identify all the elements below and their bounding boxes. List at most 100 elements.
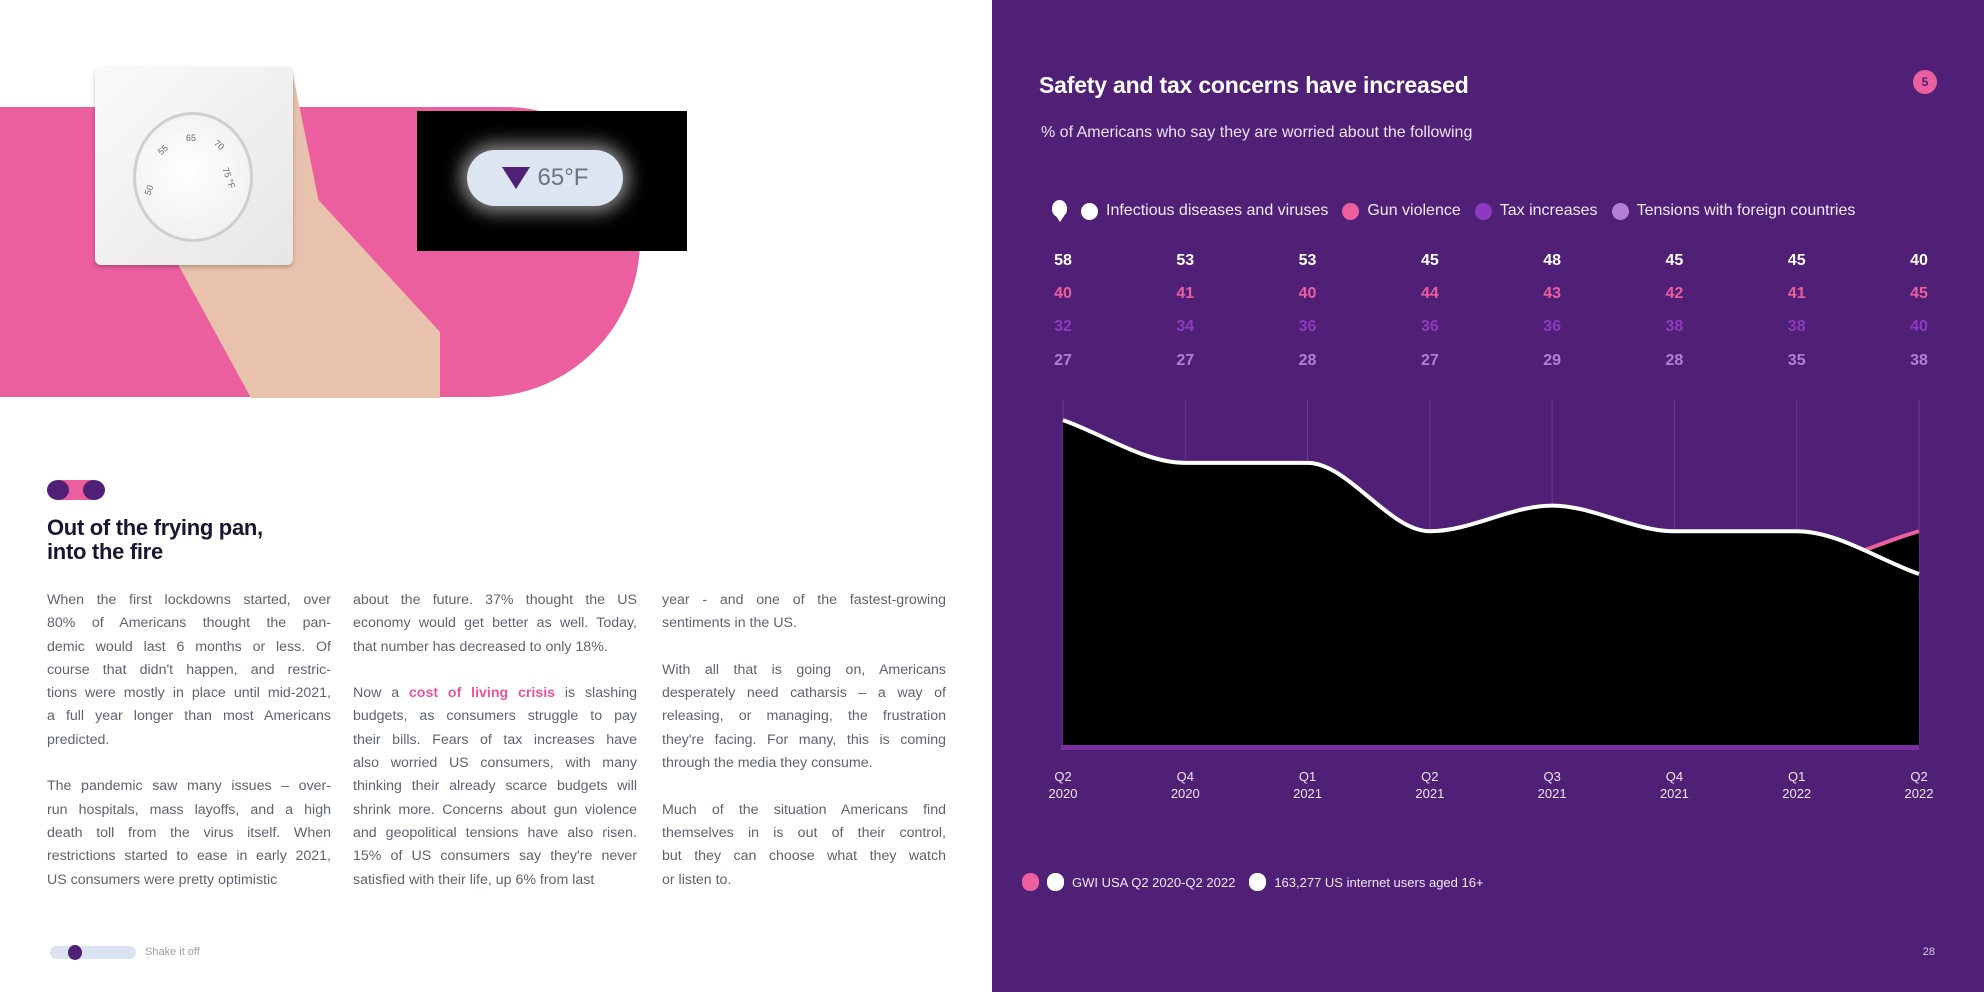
legend-label: Gun violence: [1367, 202, 1461, 219]
text-line: With all that is going on, Americans: [662, 661, 946, 678]
data-label: 27: [1176, 352, 1195, 369]
text-line: year - and one of the fastest-growing: [662, 592, 946, 608]
progress-knob: [68, 945, 82, 960]
data-label: 32: [1054, 318, 1072, 335]
section-icon: [47, 480, 105, 500]
data-label: 36: [1420, 318, 1439, 335]
text-line: economy would get better as well. Today,: [353, 615, 637, 632]
data-label: 58: [1054, 252, 1072, 269]
data-label: 38: [1665, 318, 1684, 335]
data-label: 29: [1543, 352, 1562, 369]
legend-item: Gun violence: [1334, 202, 1461, 220]
legend-label: Infectious diseases and viruses: [1106, 202, 1329, 219]
dial-label: 55: [155, 142, 171, 158]
data-label: 48: [1543, 252, 1562, 269]
text-line: and geopolitical tensions have also rise…: [353, 824, 637, 841]
legend-item: Infectious diseases and viruses: [1073, 202, 1328, 220]
text-line: they're facing. For many, this is coming: [662, 731, 946, 748]
data-label: 38: [1787, 318, 1806, 335]
data-label: 43: [1543, 285, 1562, 302]
data-label: 45: [1665, 252, 1684, 269]
temperature-value: 65°F: [537, 164, 589, 191]
x-tick-label: Q2 2020: [1048, 769, 1078, 801]
x-tick-label: Q4 2021: [1659, 769, 1689, 801]
heading-line: Out of the frying pan,: [47, 515, 263, 540]
thermostat-dial: 50 55 65 70 75 °F: [133, 112, 253, 242]
legend-label: Tax increases: [1499, 202, 1598, 219]
x-axis-baseline: [1061, 745, 1919, 750]
text-line: restrictions started to ease in early 20…: [47, 848, 331, 865]
text-line: thinking their already scarce budgets wi…: [353, 778, 637, 795]
legend-dot: [1342, 202, 1360, 220]
data-label: 45: [1420, 252, 1439, 269]
data-label: 28: [1298, 352, 1317, 369]
text-line: run hospitals, mass layoffs, and a high: [47, 801, 331, 818]
text-line: that number has decreased to only 18%.: [353, 638, 608, 655]
chart-number-badge: 5: [1913, 70, 1937, 94]
text-line: course that didn't happen, and restric-: [47, 661, 331, 678]
legend-dot: [1081, 202, 1098, 220]
legend-dot: [1611, 202, 1629, 220]
chart-title: Safety and tax concerns have increased: [1039, 72, 1469, 98]
text-line: When the first lockdowns started, over: [47, 592, 331, 608]
text-line: Much of the situation Americans find: [662, 801, 946, 818]
text-line: a full year longer than most Americans: [47, 708, 331, 725]
data-label: 53: [1176, 252, 1195, 269]
x-tick-label: Q4 2020: [1170, 769, 1200, 801]
text-column-2: about the future. 37% thought the US econ…: [353, 589, 637, 892]
section-progress-indicator: [50, 945, 136, 960]
data-label: 34: [1176, 318, 1195, 335]
paragraph-gap: [662, 636, 946, 659]
text-line: tions were mostly in place until mid-202…: [47, 685, 331, 702]
text-line: but they can choose what they watch: [662, 848, 946, 865]
text-line: also worried US consumers, with many: [353, 755, 637, 772]
data-label: 40: [1910, 252, 1928, 269]
chart-subtitle: % of Americans who say they are worried …: [1041, 124, 1473, 141]
data-label: 27: [1054, 352, 1072, 369]
right-page: Safety and tax concerns have increased 5…: [992, 0, 1984, 992]
data-label: 40: [1910, 318, 1928, 335]
text-line: 15% of US consumers say they're never: [353, 848, 637, 865]
data-label: 28: [1665, 352, 1684, 369]
legend-item: Tensions with foreign countries: [1604, 202, 1856, 220]
sample-text: 163,277 US internet users aged 16+: [1274, 874, 1484, 890]
source-text: GWI USA Q2 2020-Q2 2022: [1072, 874, 1236, 890]
dial-label: 50: [142, 183, 156, 197]
text-line: 80% of Americans thought the pan-: [47, 615, 331, 632]
x-tick-label: Q2 2022: [1904, 769, 1934, 801]
down-triangle-icon: [501, 167, 530, 189]
page-number: 28: [1922, 946, 1935, 958]
text-line: their bills. Fears of tax increases have: [353, 731, 637, 748]
text-line: releasing, or managing, the frustration: [662, 708, 946, 725]
legend-dot: [1474, 202, 1492, 220]
text-line: predicted.: [47, 731, 110, 748]
text-line: or listen to.: [662, 871, 732, 888]
data-label: 41: [1176, 285, 1195, 302]
calendar-icon: [1047, 873, 1064, 891]
section-label: Shake it off: [145, 946, 200, 958]
paragraph-gap: [662, 775, 946, 798]
text-column-3: year - and one of the fastest-growing sen…: [662, 589, 946, 892]
paragraph-gap: [47, 752, 331, 775]
x-tick-label: Q1 2021: [1293, 769, 1323, 801]
data-label: 38: [1910, 352, 1928, 369]
line-chart: [1061, 400, 1920, 750]
question-icon: [1022, 873, 1039, 891]
text-line: through the media they consume.: [662, 755, 873, 772]
text-line: satisfied with their life, up 6% from la…: [353, 871, 595, 888]
thermostat-image: 50 55 65 70 75 °F: [95, 67, 293, 265]
data-label: 44: [1420, 285, 1439, 302]
text-column-1: When the first lockdowns started, over 80…: [47, 589, 331, 892]
map-pin-icon: [1052, 200, 1067, 222]
highlighted-phrase: cost of living crisis: [408, 685, 556, 702]
data-label: 42: [1665, 285, 1684, 302]
data-label: 27: [1420, 352, 1439, 369]
x-tick-label: Q2 2021: [1415, 769, 1445, 801]
users-icon: [1249, 873, 1267, 891]
legend-label: Tensions with foreign countries: [1636, 202, 1856, 219]
chart-footer: GWI USA Q2 2020-Q2 2022 163,277 US inter…: [1022, 873, 1484, 891]
text-line: death toll from the virus itself. When: [47, 824, 331, 841]
text-line: demic would last 6 months or less. Of: [47, 638, 331, 655]
temperature-pill: 65°F: [467, 150, 623, 206]
text-line: desperately need catharsis – a way of: [662, 685, 946, 702]
